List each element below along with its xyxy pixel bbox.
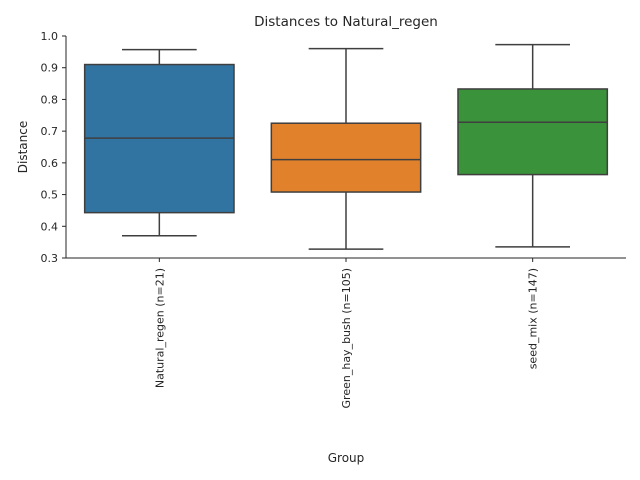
y-tick-label: 0.4 bbox=[41, 220, 59, 233]
y-tick-label: 0.6 bbox=[41, 157, 59, 170]
y-tick-label: 0.9 bbox=[41, 62, 59, 75]
box-group bbox=[457, 43, 609, 248]
box-group bbox=[270, 47, 422, 250]
y-tick-label: 0.5 bbox=[41, 189, 59, 202]
y-tick-label: 0.8 bbox=[41, 93, 59, 106]
plot-area bbox=[83, 43, 609, 250]
x-axis-label: Group bbox=[328, 451, 365, 465]
y-axis-label: Distance bbox=[16, 121, 30, 173]
y-tick-label: 0.3 bbox=[41, 252, 59, 265]
x-tick-label: Natural_regen (n=21) bbox=[153, 268, 166, 388]
x-tick-label: seed_mix (n=147) bbox=[527, 268, 540, 369]
x-tick-label: Green_hay_bush (n=105) bbox=[340, 268, 353, 408]
chart-title: Distances to Natural_regen bbox=[254, 14, 438, 30]
y-tick-label: 0.7 bbox=[41, 125, 59, 138]
box-iqr bbox=[457, 88, 609, 176]
box-group bbox=[83, 48, 235, 237]
box-iqr bbox=[270, 122, 422, 193]
y-tick-label: 1.0 bbox=[41, 30, 59, 43]
y-axis-ticks: 0.3 0.4 0.5 0.6 0.7 0.8 0.9 1.0 bbox=[41, 30, 66, 265]
x-axis-ticks: Natural_regen (n=21) Green_hay_bush (n=10… bbox=[153, 258, 540, 408]
